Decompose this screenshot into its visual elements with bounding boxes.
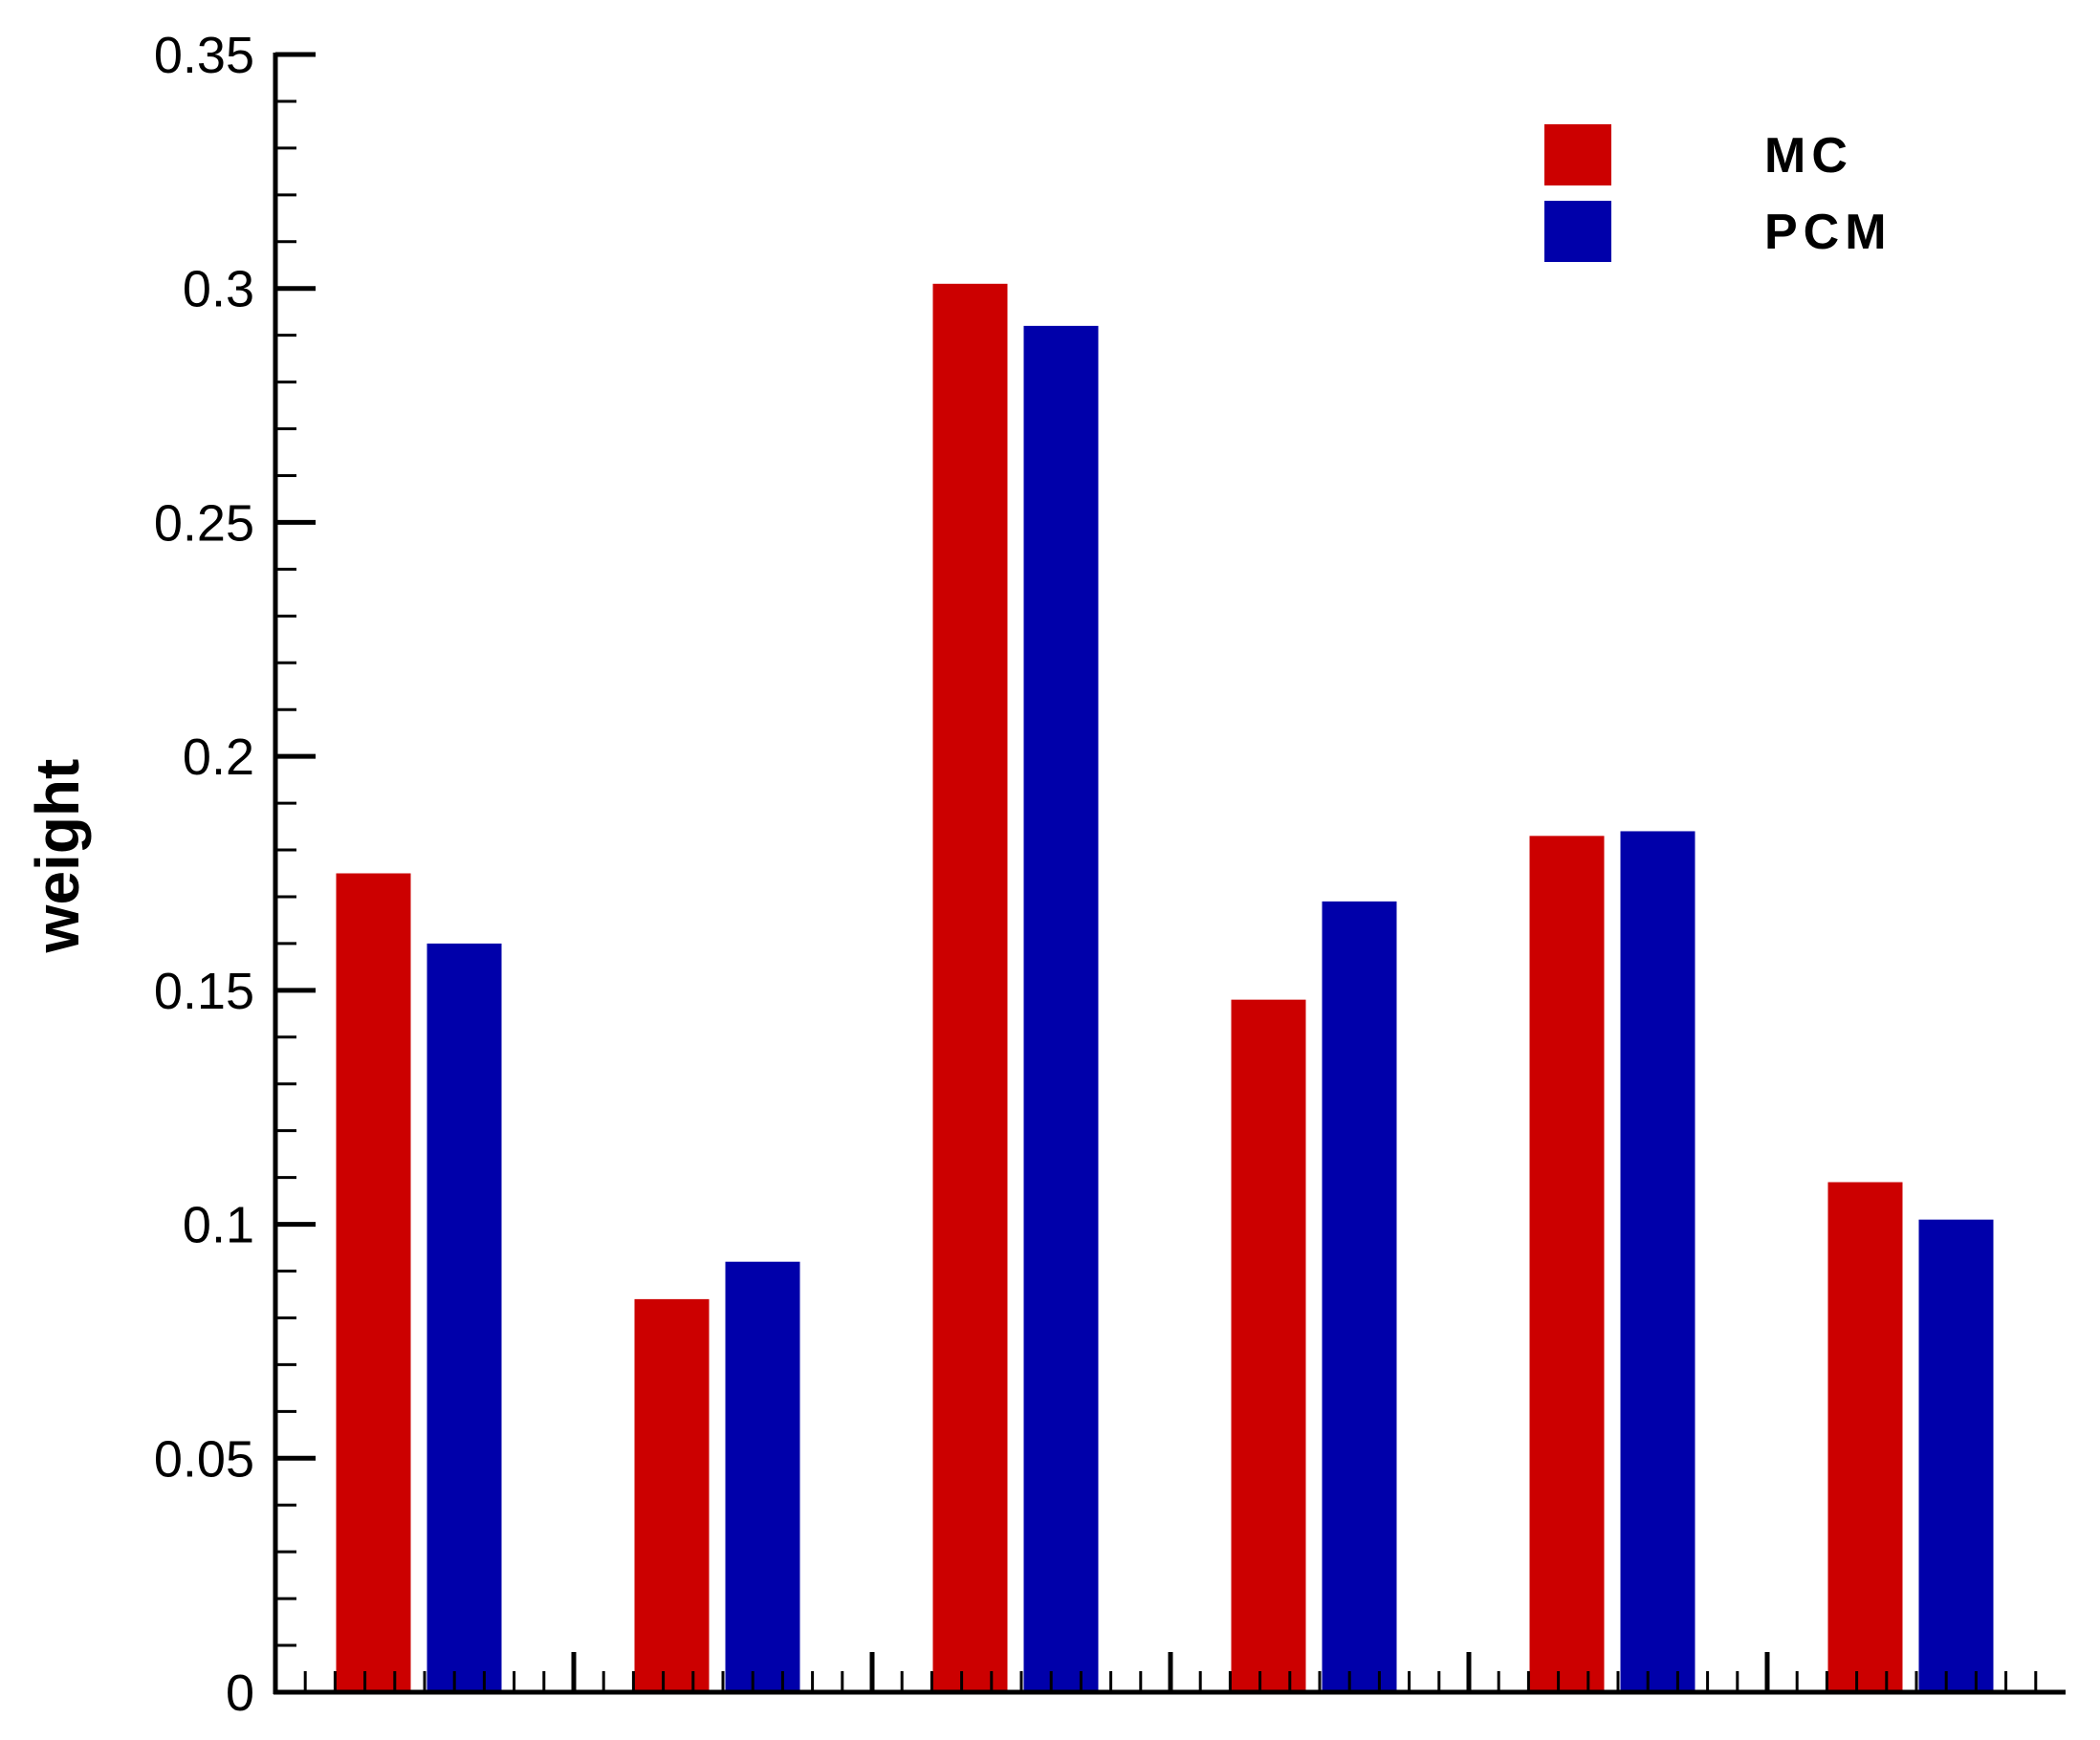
bar-pcm-2 [725,1261,800,1692]
y-tick-label: 0.1 [183,1197,254,1254]
legend-swatch-pcm [1544,201,1611,262]
y-tick-label: 0.2 [183,729,254,786]
y-tick-label: 0 [226,1664,254,1722]
bar-pcm-5 [1620,831,1695,1692]
bar-pcm-3 [1023,325,1099,1693]
bar-mc-5 [1529,836,1605,1692]
y-tick-label: 0.05 [154,1430,254,1488]
bar-mc-4 [1231,999,1306,1692]
bar-mc-2 [634,1298,710,1692]
bar-pcm-6 [1918,1219,1994,1692]
legend: MC PCM [1544,124,1892,262]
legend-label-mc: MC [1764,128,1853,184]
y-tick-label: 0.15 [154,963,254,1020]
legend-label-pcm: PCM [1764,205,1892,260]
axes-layer [273,52,2066,1695]
y-tick-label: 0.3 [183,261,254,318]
y-axis-title: weight [23,759,92,954]
bar-mc-3 [932,283,1008,1692]
bar-mc-6 [1827,1182,1903,1692]
bars-layer [336,283,1994,1693]
bar-mc-1 [336,873,411,1692]
bar-pcm-1 [427,943,502,1692]
bar-pcm-4 [1322,901,1397,1692]
legend-swatch-mc [1544,124,1611,185]
y-tick-label: 0.35 [154,27,254,84]
labels-layer: 0 0.05 0.1 0.15 0.2 0.25 0.3 0.35 [154,27,254,1722]
y-tick-label: 0.25 [154,494,254,552]
